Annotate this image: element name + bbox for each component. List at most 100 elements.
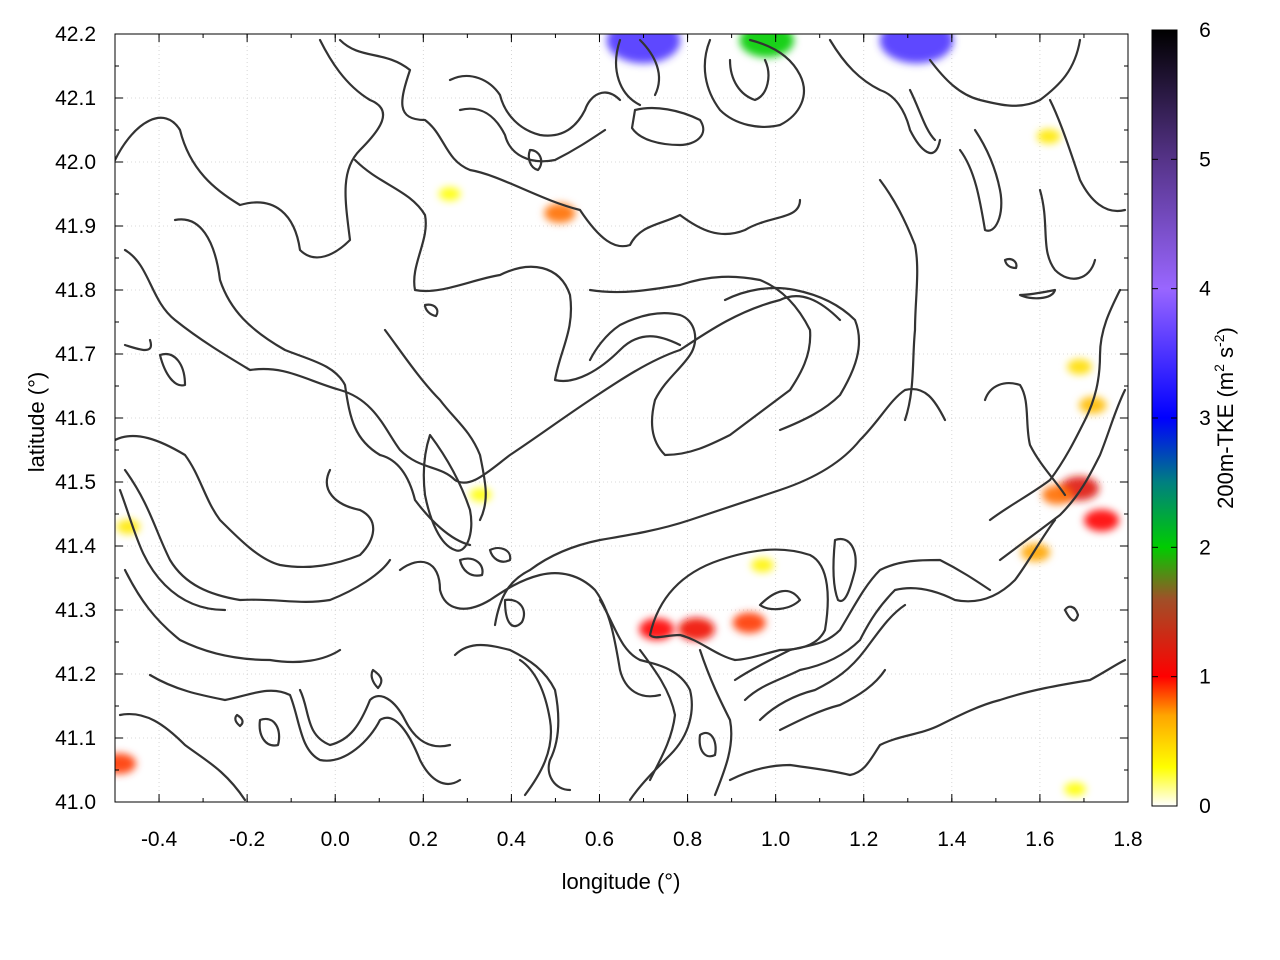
tke-hotspot [115,753,137,774]
tke-hotspot [469,488,492,502]
colorbar-ticks: 0 1 2 3 4 5 6 [1152,19,1211,818]
tke-hotspot [879,34,954,64]
contour-line [338,38,802,248]
tke-hotspot [677,617,715,641]
y-tick-label: 41.6 [55,407,96,430]
tke-hotspot [1020,543,1051,562]
contour-line [832,537,857,603]
contour-line [908,88,937,142]
plot-area: -0.4 -0.2 0.0 0.2 0.4 0.6 0.8 1.0 1.2 1.4 1.6 1.8 4… [55,23,1143,851]
tke-field [115,34,1120,796]
contour-line [1063,605,1080,622]
x-tick-label: 0.4 [497,828,527,851]
tke-hotspot [606,34,681,64]
x-tick-label: 0.0 [321,828,350,851]
y-axis-ticks: 41.0 41.1 41.2 41.3 41.4 41.5 41.6 41.7 41.8 41.9… [55,23,1128,814]
contour-line [958,128,1003,232]
x-tick-label: 1.8 [1113,828,1142,851]
contour-line [123,248,842,484]
x-tick-label: 1.4 [937,828,967,851]
contour-line [423,303,439,318]
x-tick-label: 1.6 [1025,828,1054,851]
x-tick-label: -0.2 [229,828,265,851]
contour-line [488,546,512,563]
contour-line [630,106,705,147]
contour-line [1038,188,1097,280]
colorbar-tick-label: 0 [1199,795,1211,818]
tke-hotspot [1041,485,1074,505]
contour-line [158,352,187,387]
tke-hotspot [739,34,795,58]
x-axis-label: longitude (°) [562,869,681,894]
colorbar-tick-label: 6 [1199,19,1211,42]
contour-line [123,568,342,664]
contour-line [1018,288,1057,300]
x-tick-label: 1.2 [849,828,878,851]
contour-line [733,558,992,682]
terrain-contours [115,38,1127,802]
y-tick-label: 42.1 [55,87,96,110]
contour-line [118,488,227,612]
tke-hotspot [639,618,675,641]
x-tick-label: 0.6 [585,828,614,851]
colorbar-tick-label: 5 [1199,148,1211,171]
contour-line [988,288,1122,522]
contour-line [458,107,607,163]
colorbar-tick-label: 1 [1199,666,1211,689]
x-tick-label: 0.8 [673,828,702,851]
contour-line [728,658,1127,782]
tke-hotspot [1079,396,1107,414]
contour-line [370,668,383,690]
y-tick-label: 41.7 [55,343,96,366]
y-axis-label: latitude (°) [24,372,49,473]
y-tick-label: 42.2 [55,23,96,46]
contour-line [458,557,484,577]
contour-line [928,38,1082,107]
contour-line [778,668,887,732]
y-tick-label: 41.5 [55,471,96,494]
contour-line [588,275,812,457]
contour-line [118,712,247,802]
contour-line [115,435,375,569]
contour-line [453,643,572,792]
contour-line [615,38,642,107]
contour-line [598,598,693,802]
tke-hotspot [1064,782,1087,796]
colorbar-tick-label: 2 [1199,536,1211,559]
contour-line [527,148,543,172]
x-axis-ticks: -0.4 -0.2 0.0 0.2 0.4 0.6 0.8 1.0 1.2 1.4 1.6 1.8 [114,34,1143,851]
contour-line [758,603,907,722]
y-tick-label: 41.4 [55,535,96,558]
contour-line [123,338,153,352]
contour-line [698,648,733,797]
plot-background [115,34,1128,802]
contour-line [123,468,392,603]
x-tick-label: -0.4 [141,828,178,851]
y-tick-label: 41.1 [55,727,96,750]
y-tick-label: 41.3 [55,599,96,622]
contour-line [648,548,829,662]
colorbar: 0 1 2 3 4 5 6 200m-TKE (m2 s-2) [1151,19,1238,818]
contour-line [758,589,802,611]
contour-line [298,688,452,748]
y-tick-label: 42.0 [55,151,96,174]
tke-hotspot [544,203,576,223]
contour-line [698,731,717,758]
contour-line [878,178,919,422]
contour-line [173,218,472,547]
contour-line [1003,258,1018,270]
contour-line [723,286,861,432]
contour-line [728,58,770,102]
contour-line [743,518,1057,702]
y-tick-label: 41.8 [55,279,96,302]
y-tick-label: 41.9 [55,215,96,238]
tke-hotspot [751,558,774,573]
contour-line [638,38,660,97]
contour-line [148,673,462,786]
tke-hotspot [438,187,461,201]
contour-line [353,158,682,383]
x-tick-label: 0.2 [409,828,438,851]
colorbar-label: 200m-TKE (m2 s-2) [1211,327,1238,509]
colorbar-tick-label: 4 [1199,278,1211,301]
contour-line [422,433,473,552]
